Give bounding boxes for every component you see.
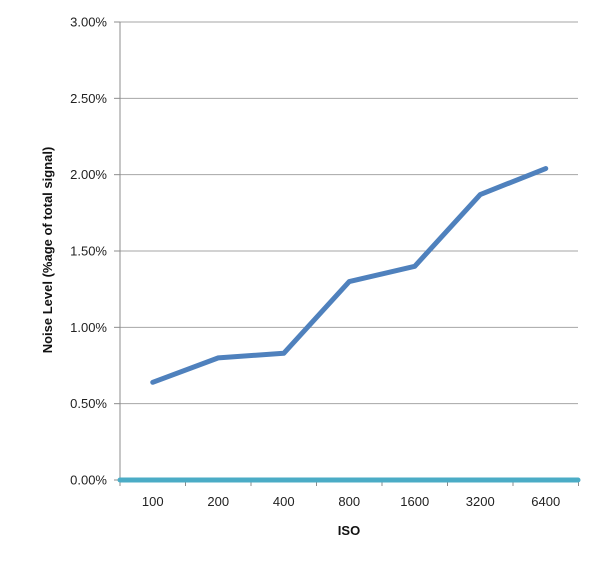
x-tick-label: 1600 (400, 494, 429, 509)
axes (114, 21, 579, 486)
gridlines (120, 21, 578, 405)
x-tick-label: 100 (142, 494, 164, 509)
y-tick-labels: 0.00% 0.50% 1.00% 1.50% 2.00% 2.50% 3.00% (70, 15, 107, 488)
x-tick-labels: 100 200 400 800 1600 3200 6400 (142, 494, 560, 509)
y-tick-label: 0.00% (70, 473, 107, 488)
y-tick-label: 0.50% (70, 396, 107, 411)
x-tick-label: 400 (273, 494, 295, 509)
series-line-1 (150, 166, 549, 385)
x-tick-label: 6400 (531, 494, 560, 509)
x-tick-label: 200 (207, 494, 229, 509)
series-lines (117, 166, 581, 483)
x-tick-label: 3200 (466, 494, 495, 509)
y-tick-label: 3.00% (70, 15, 107, 30)
y-tick-label: 2.50% (70, 91, 107, 106)
x-axis-title: ISO (338, 523, 360, 538)
x-tick-label: 800 (338, 494, 360, 509)
y-tick-label: 2.00% (70, 167, 107, 182)
y-tick-label: 1.50% (70, 244, 107, 259)
y-tick-label: 1.00% (70, 320, 107, 335)
y-axis-title: Noise Level (%age of total signal) (40, 147, 55, 354)
